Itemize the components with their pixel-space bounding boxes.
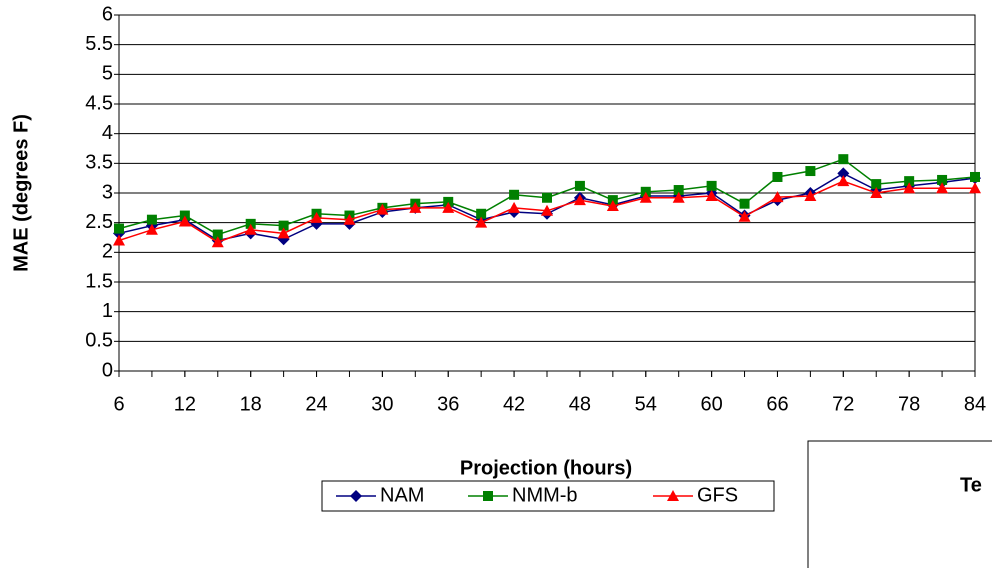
y-tick-label: 0.5 xyxy=(85,330,113,352)
legend-label: GFS xyxy=(697,484,738,506)
legend-label: NAM xyxy=(380,484,424,506)
y-tick-label: 4.5 xyxy=(85,92,113,114)
marker xyxy=(409,201,422,213)
marker xyxy=(739,198,750,209)
marker xyxy=(706,180,717,191)
marker xyxy=(178,215,191,227)
marker xyxy=(667,490,679,501)
y-tick-label: 0 xyxy=(102,359,113,381)
x-tick-label: 42 xyxy=(503,393,525,415)
marker xyxy=(145,223,158,235)
marker xyxy=(870,187,883,198)
marker xyxy=(639,191,652,203)
marker xyxy=(573,194,586,206)
marker xyxy=(574,180,585,191)
y-tick-label: 3.5 xyxy=(85,152,113,174)
marker xyxy=(212,229,223,240)
x-tick-label: 30 xyxy=(371,393,393,415)
x-tick-label: 6 xyxy=(113,393,124,415)
inset-title: Te xyxy=(960,474,982,496)
y-tick-label: 2.5 xyxy=(85,211,113,233)
marker xyxy=(508,201,521,213)
marker xyxy=(738,210,751,222)
marker xyxy=(970,171,980,182)
y-tick-label: 5.5 xyxy=(85,33,113,55)
marker xyxy=(277,227,290,239)
marker xyxy=(542,192,552,203)
marker xyxy=(672,191,685,203)
y-tick-label: 5 xyxy=(102,63,113,85)
marker xyxy=(476,208,487,219)
marker xyxy=(146,214,157,225)
x-tick-label: 12 xyxy=(174,393,196,415)
marker xyxy=(483,491,493,501)
x-tick-label: 84 xyxy=(964,393,986,415)
marker xyxy=(673,185,684,196)
x-axis-title: Projection (hours) xyxy=(460,457,632,479)
marker xyxy=(871,179,882,190)
x-tick-label: 78 xyxy=(898,393,920,415)
x-tick-label: 24 xyxy=(305,393,327,415)
marker xyxy=(211,236,224,248)
marker xyxy=(936,182,949,194)
marker xyxy=(509,189,520,200)
marker xyxy=(837,175,850,187)
y-tick-label: 3 xyxy=(102,181,113,203)
marker xyxy=(376,203,389,215)
x-tick-label: 60 xyxy=(700,393,722,415)
y-tick-label: 1.5 xyxy=(85,270,113,292)
x-tick-label: 54 xyxy=(635,393,657,415)
marker xyxy=(113,234,125,246)
marker xyxy=(837,167,850,180)
marker xyxy=(838,154,849,165)
marker xyxy=(772,171,783,182)
x-tick-label: 36 xyxy=(437,393,459,415)
legend xyxy=(321,480,775,512)
marker xyxy=(442,201,455,213)
legend-label: NMM-b xyxy=(512,484,578,506)
marker xyxy=(343,213,356,225)
marker xyxy=(350,490,362,502)
marker xyxy=(541,204,553,216)
marker xyxy=(969,182,981,194)
marker xyxy=(904,176,915,187)
marker xyxy=(475,216,488,228)
y-tick-label: 2 xyxy=(102,241,113,263)
x-tick-label: 48 xyxy=(569,393,591,415)
y-tick-label: 1 xyxy=(102,300,113,322)
marker xyxy=(244,223,257,235)
marker xyxy=(278,220,289,231)
marker xyxy=(903,182,916,194)
marker xyxy=(771,191,784,203)
y-tick-label: 6 xyxy=(102,3,113,25)
y-tick-label: 4 xyxy=(102,122,113,144)
marker xyxy=(114,223,124,234)
marker xyxy=(805,166,816,177)
marker xyxy=(804,189,817,201)
marker xyxy=(606,200,619,212)
x-tick-label: 18 xyxy=(240,393,262,415)
marker xyxy=(937,174,948,185)
y-axis-title: MAE (degrees F) xyxy=(10,114,32,272)
x-tick-label: 72 xyxy=(832,393,854,415)
marker xyxy=(705,189,718,201)
inset-frame xyxy=(807,440,992,568)
marker xyxy=(310,211,323,223)
x-tick-label: 66 xyxy=(766,393,788,415)
